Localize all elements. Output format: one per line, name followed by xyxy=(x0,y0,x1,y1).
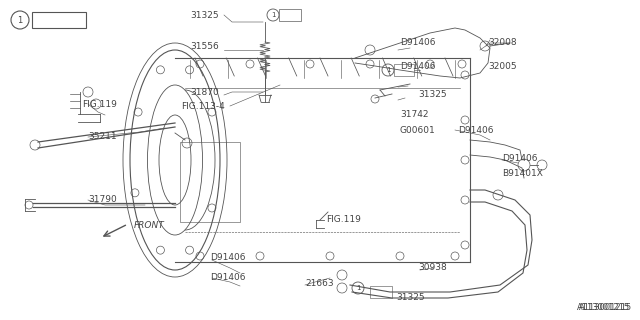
Text: D91406: D91406 xyxy=(458,125,493,134)
Text: D91406: D91406 xyxy=(210,253,246,262)
Text: 31870: 31870 xyxy=(190,87,219,97)
FancyBboxPatch shape xyxy=(32,12,86,28)
Text: 31742: 31742 xyxy=(400,109,429,118)
FancyBboxPatch shape xyxy=(394,64,414,76)
Text: 31325: 31325 xyxy=(418,90,447,99)
Text: B91401X: B91401X xyxy=(502,169,543,178)
Text: 1: 1 xyxy=(17,15,22,25)
Text: D91406: D91406 xyxy=(400,61,435,70)
Text: 32008: 32008 xyxy=(488,37,516,46)
Text: D91406: D91406 xyxy=(502,154,538,163)
Text: 31790: 31790 xyxy=(88,196,116,204)
Text: A113001215: A113001215 xyxy=(579,303,632,312)
Text: 1: 1 xyxy=(356,285,360,291)
Text: A113001215: A113001215 xyxy=(577,303,630,312)
Text: 1: 1 xyxy=(386,67,390,73)
Text: G90815: G90815 xyxy=(40,15,78,25)
Text: FIG.119: FIG.119 xyxy=(82,100,117,108)
FancyBboxPatch shape xyxy=(279,9,301,21)
Text: 31556: 31556 xyxy=(190,42,219,51)
Text: G00601: G00601 xyxy=(400,125,436,134)
Text: 1: 1 xyxy=(271,12,275,18)
Text: D91406: D91406 xyxy=(210,274,246,283)
Text: 32005: 32005 xyxy=(488,61,516,70)
Text: 31325: 31325 xyxy=(396,292,424,301)
FancyBboxPatch shape xyxy=(370,286,392,298)
Text: D91406: D91406 xyxy=(400,37,435,46)
Text: 21663: 21663 xyxy=(305,278,333,287)
Text: 35211: 35211 xyxy=(88,132,116,140)
Text: 31325: 31325 xyxy=(190,11,219,20)
Text: FIG.119: FIG.119 xyxy=(326,215,361,225)
Text: FIG.113-4: FIG.113-4 xyxy=(181,101,225,110)
Text: FRONT: FRONT xyxy=(134,220,164,229)
Text: 30938: 30938 xyxy=(418,263,447,273)
